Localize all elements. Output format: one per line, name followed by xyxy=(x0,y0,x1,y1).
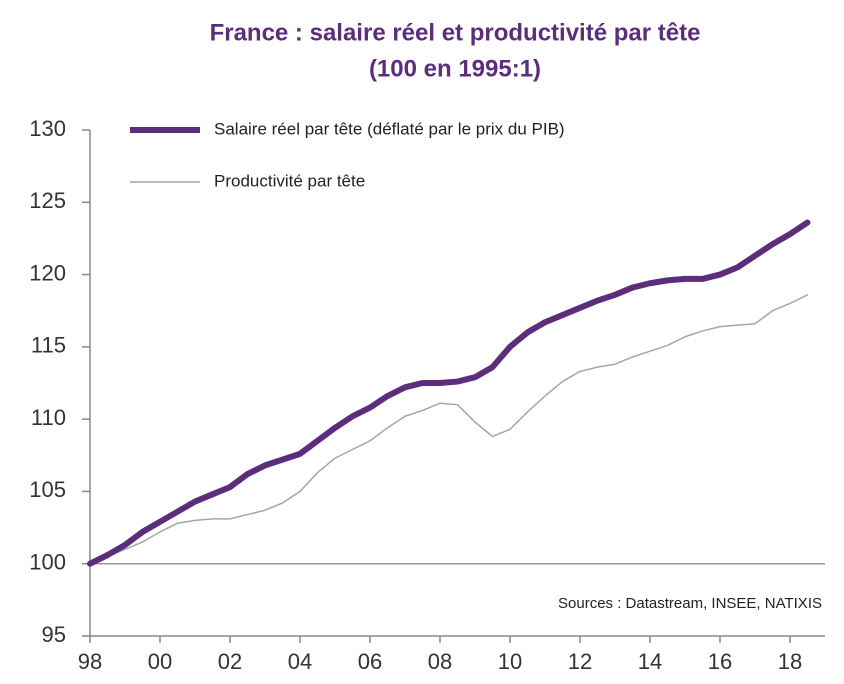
y-tick-label: 125 xyxy=(29,188,66,213)
x-tick-label: 18 xyxy=(778,649,802,674)
y-tick-label: 110 xyxy=(31,405,66,430)
y-tick-label: 130 xyxy=(29,116,66,141)
y-tick-label: 120 xyxy=(29,260,66,285)
x-tick-label: 06 xyxy=(358,649,382,674)
legend-label: Salaire réel par tête (déflaté par le pr… xyxy=(214,119,565,138)
x-tick-label: 14 xyxy=(638,649,662,674)
y-tick-label: 105 xyxy=(29,477,66,502)
x-tick-label: 00 xyxy=(148,649,172,674)
x-tick-label: 08 xyxy=(428,649,452,674)
x-tick-label: 10 xyxy=(498,649,522,674)
y-tick-label: 100 xyxy=(29,550,66,575)
x-tick-label: 12 xyxy=(568,649,592,674)
y-tick-label: 95 xyxy=(42,622,66,647)
line-series xyxy=(89,294,809,565)
x-tick-label: 98 xyxy=(78,649,102,674)
x-tick-label: 02 xyxy=(218,649,242,674)
source-note: Sources : Datastream, INSEE, NATIXIS xyxy=(558,595,822,612)
y-tick-label: 115 xyxy=(31,333,66,358)
chart-subtitle: (100 en 1995:1) xyxy=(369,55,541,82)
chart-title: France : salaire réel et productivité pa… xyxy=(210,19,701,46)
line-series xyxy=(87,219,811,567)
x-tick-label: 16 xyxy=(708,649,732,674)
legend-label: Productivité par tête xyxy=(214,171,365,190)
x-tick-label: 04 xyxy=(288,649,312,674)
